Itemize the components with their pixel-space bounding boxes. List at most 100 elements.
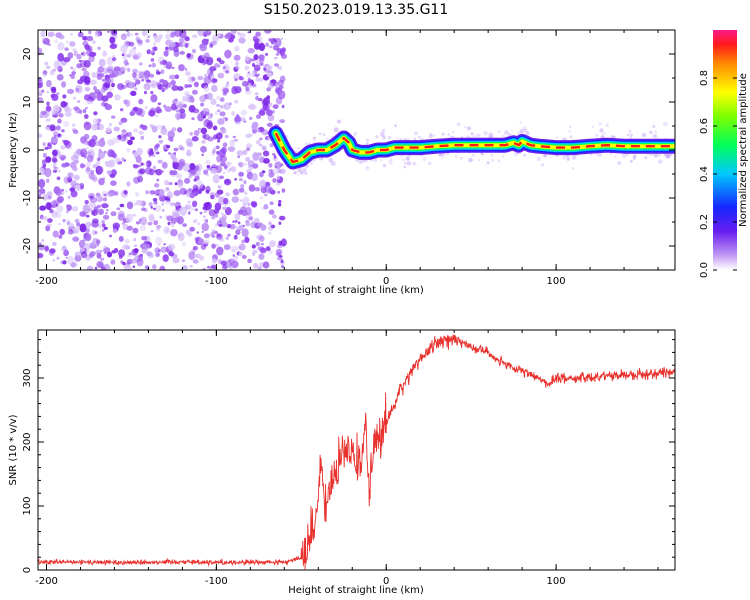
noise-dot — [76, 53, 82, 60]
noise-dot — [52, 162, 57, 168]
noise-dot — [101, 219, 106, 224]
halo-dot — [566, 157, 571, 162]
noise-dot — [201, 140, 206, 144]
noise-dot — [270, 224, 276, 229]
halo-dot — [483, 131, 488, 136]
noise-dot — [263, 67, 267, 71]
noise-dot — [223, 102, 231, 110]
noise-dot — [103, 245, 107, 249]
noise-dot — [266, 72, 273, 78]
noise-dot — [235, 220, 238, 223]
noise-dot — [121, 157, 125, 162]
halo-dot — [333, 127, 339, 133]
noise-dot — [154, 36, 161, 43]
halo-dot — [428, 134, 433, 139]
noise-dot — [153, 200, 158, 205]
noise-dot — [186, 148, 191, 154]
noise-dot — [192, 245, 199, 251]
noise-dot — [278, 200, 282, 203]
noise-dot — [77, 31, 84, 38]
noise-dot — [211, 78, 218, 83]
noise-dot — [41, 239, 45, 242]
halo-dot — [293, 170, 298, 175]
noise-dot — [229, 140, 235, 147]
noise-dot — [88, 201, 97, 209]
noise-dot — [150, 49, 155, 54]
noise-dot — [109, 122, 112, 127]
noise-dot — [227, 233, 231, 237]
noise-dot — [108, 159, 116, 168]
noise-dot — [177, 86, 184, 91]
noise-dot — [86, 166, 91, 172]
ridge-core — [274, 132, 675, 164]
noise-dot — [98, 177, 105, 186]
noise-dot — [61, 247, 65, 251]
noise-dot — [69, 41, 76, 47]
noise-dot — [125, 99, 131, 107]
halo-dot — [438, 153, 442, 157]
noise-dot — [235, 121, 241, 126]
noise-dot — [42, 164, 47, 168]
noise-dot — [106, 91, 113, 99]
noise-dot — [100, 73, 105, 78]
noise-dot — [224, 117, 228, 122]
noise-dot — [247, 77, 251, 82]
noise-dot — [211, 258, 217, 264]
noise-dot — [206, 121, 213, 130]
noise-dot — [152, 165, 157, 170]
noise-dot — [57, 52, 65, 62]
halo-dot — [556, 136, 559, 139]
noise-dot — [268, 82, 274, 89]
y-tick-label: 20 — [22, 48, 33, 61]
noise-dot — [141, 30, 148, 37]
halo-dot — [381, 128, 386, 133]
noise-dot — [152, 153, 156, 158]
noise-dot — [146, 251, 153, 256]
noise-dot — [253, 38, 260, 44]
noise-dot — [277, 79, 284, 88]
noise-dot — [149, 123, 154, 128]
noise-dot — [91, 123, 99, 131]
noise-dot — [237, 31, 241, 36]
halo-dot — [628, 129, 632, 133]
noise-dot — [216, 64, 221, 68]
noise-dot — [233, 234, 238, 240]
noise-dot — [97, 66, 105, 73]
halo-dot — [598, 122, 602, 126]
noise-dot — [92, 40, 96, 44]
y-tick-label: -10 — [22, 190, 33, 206]
noise-dot — [210, 232, 215, 237]
noise-dot — [120, 44, 128, 54]
y-tick-label: 200 — [22, 432, 33, 451]
halo-dot — [470, 132, 474, 136]
noise-dot — [100, 257, 105, 261]
noise-dot — [202, 56, 209, 65]
noise-dot — [226, 224, 232, 229]
noise-dot — [217, 72, 225, 79]
noise-dot — [197, 30, 205, 37]
noise-dot — [276, 252, 281, 256]
noise-dot — [51, 93, 59, 101]
noise-dot — [98, 151, 106, 159]
noise-dot — [164, 106, 173, 112]
noise-dot — [97, 31, 103, 37]
noise-dot — [279, 168, 286, 174]
noise-dot — [166, 191, 173, 199]
noise-dot — [248, 133, 253, 137]
noise-dot — [92, 237, 99, 245]
noise-dot — [56, 151, 62, 157]
noise-dot — [44, 167, 52, 178]
noise-dot — [61, 157, 65, 161]
noise-dot — [39, 167, 45, 172]
noise-dot — [234, 213, 241, 221]
noise-dot — [209, 66, 217, 72]
noise-dot — [163, 104, 167, 108]
noise-dot — [261, 145, 267, 151]
snr-plot-area — [38, 334, 675, 570]
noise-dot — [169, 74, 177, 80]
noise-dot — [42, 152, 47, 158]
noise-dot — [158, 189, 165, 197]
noise-dot — [258, 110, 266, 116]
noise-dot — [95, 249, 102, 255]
noise-dot — [204, 73, 208, 77]
